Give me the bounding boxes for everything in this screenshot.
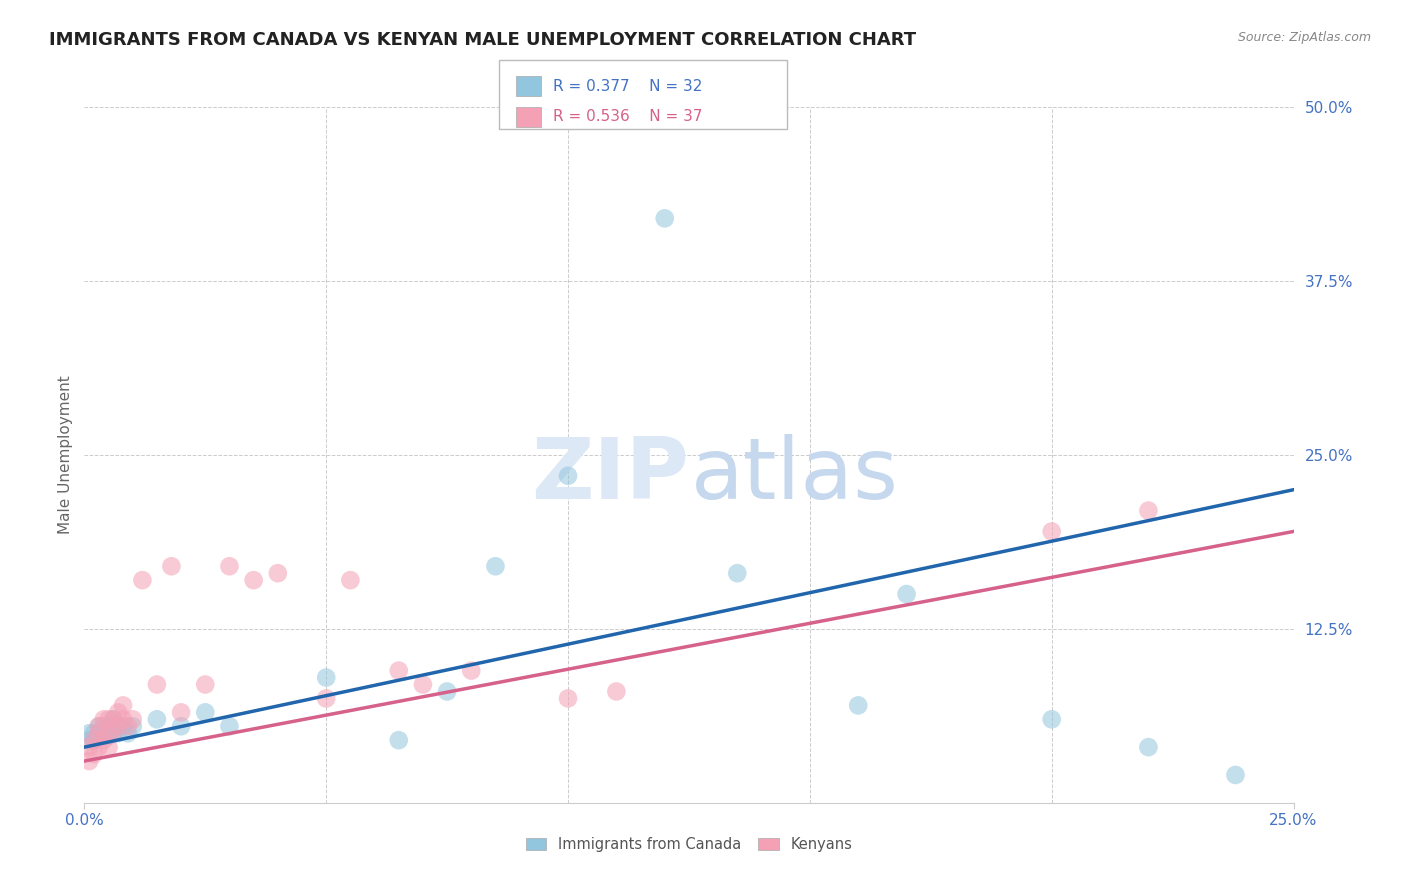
Point <box>117 719 139 733</box>
Point <box>557 468 579 483</box>
Point <box>97 729 120 743</box>
Text: IMMIGRANTS FROM CANADA VS KENYAN MALE UNEMPLOYMENT CORRELATION CHART: IMMIGRANTS FROM CANADA VS KENYAN MALE UN… <box>49 31 917 49</box>
Point <box>112 712 135 726</box>
Point <box>315 691 337 706</box>
Point <box>112 698 135 713</box>
Point <box>218 559 240 574</box>
Point <box>87 729 110 743</box>
Point <box>107 719 129 733</box>
Point <box>484 559 506 574</box>
Point <box>896 587 918 601</box>
Point <box>77 740 100 755</box>
Point <box>170 719 193 733</box>
Point <box>121 712 143 726</box>
Point <box>103 712 125 726</box>
Point <box>93 712 115 726</box>
Point <box>388 733 411 747</box>
Point <box>1040 712 1063 726</box>
Point <box>77 754 100 768</box>
Point <box>194 706 217 720</box>
Point <box>170 706 193 720</box>
Point <box>117 726 139 740</box>
Point <box>725 566 748 581</box>
Point <box>194 677 217 691</box>
Point <box>83 733 105 747</box>
Point <box>93 726 115 740</box>
Point <box>103 726 125 740</box>
Point <box>460 664 482 678</box>
Point <box>87 719 110 733</box>
Point <box>87 740 110 755</box>
Point <box>846 698 869 713</box>
Point <box>87 726 110 740</box>
Point <box>315 671 337 685</box>
Point <box>146 712 169 726</box>
Point <box>339 573 361 587</box>
Point <box>654 211 676 226</box>
Point <box>242 573 264 587</box>
Text: R = 0.536    N = 37: R = 0.536 N = 37 <box>553 110 702 124</box>
Point <box>146 677 169 691</box>
Point <box>83 733 105 747</box>
Y-axis label: Male Unemployment: Male Unemployment <box>58 376 73 534</box>
Text: Source: ZipAtlas.com: Source: ZipAtlas.com <box>1237 31 1371 45</box>
Point <box>103 712 125 726</box>
Point <box>97 726 120 740</box>
Point <box>83 747 105 761</box>
Point <box>1137 740 1160 755</box>
Legend: Immigrants from Canada, Kenyans: Immigrants from Canada, Kenyans <box>520 831 858 858</box>
Point <box>103 726 125 740</box>
Point <box>107 726 129 740</box>
Point <box>131 573 153 587</box>
Point <box>77 733 100 747</box>
Text: atlas: atlas <box>692 434 900 517</box>
Point <box>1137 503 1160 517</box>
Point <box>93 733 115 747</box>
Point <box>1040 524 1063 539</box>
Text: ZIP: ZIP <box>531 434 689 517</box>
Point <box>107 706 129 720</box>
Point <box>121 719 143 733</box>
Point <box>605 684 627 698</box>
Point <box>112 719 135 733</box>
Point <box>557 691 579 706</box>
Point <box>1225 768 1247 782</box>
Point <box>267 566 290 581</box>
Point <box>97 740 120 755</box>
Point <box>77 726 100 740</box>
Point <box>83 726 105 740</box>
Point <box>436 684 458 698</box>
Text: R = 0.377    N = 32: R = 0.377 N = 32 <box>553 78 702 94</box>
Point <box>93 719 115 733</box>
Point <box>97 719 120 733</box>
Point <box>412 677 434 691</box>
Point <box>160 559 183 574</box>
Point <box>87 719 110 733</box>
Point <box>388 664 411 678</box>
Point <box>97 712 120 726</box>
Point <box>218 719 240 733</box>
